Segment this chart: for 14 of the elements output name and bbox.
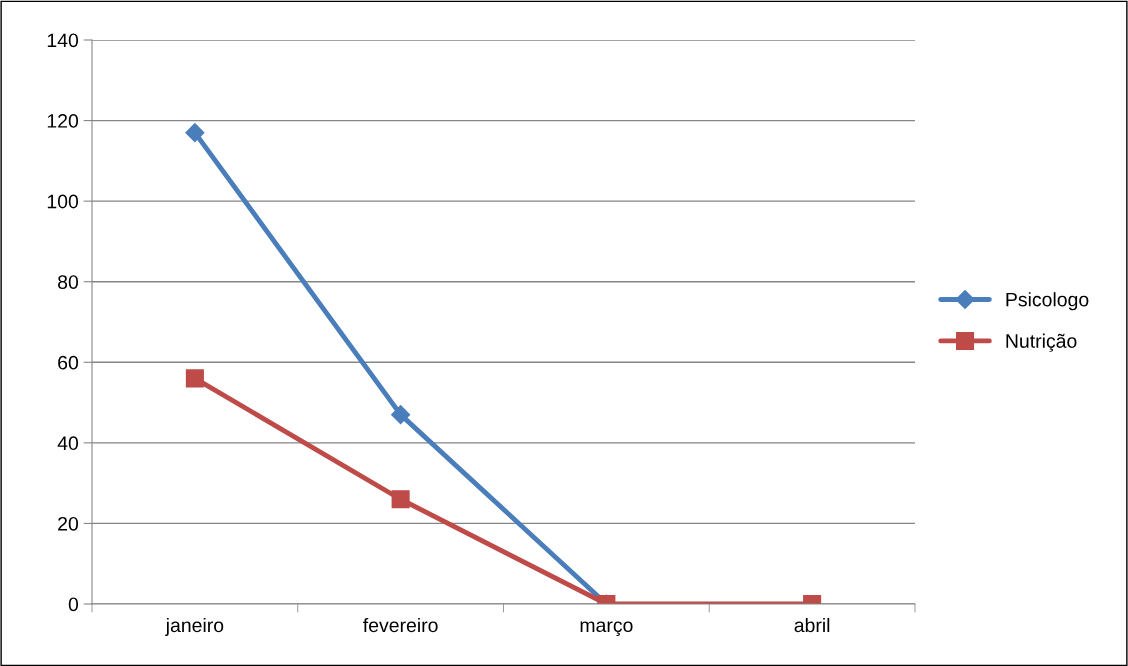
x-tick-label: fevereiro bbox=[363, 617, 438, 633]
y-tick-label: 40 bbox=[57, 436, 79, 451]
y-tick-label: 20 bbox=[58, 516, 79, 531]
y-tick-label: 0 bbox=[68, 597, 79, 612]
y-tick-label: 80 bbox=[58, 275, 79, 289]
x-tick-label: janeiro bbox=[165, 617, 224, 637]
y-tick-label: 60 bbox=[58, 355, 79, 370]
x-tick-label: abril bbox=[794, 617, 830, 633]
y-tick-label: 100 bbox=[47, 194, 79, 209]
y-tick-label: 140 bbox=[47, 33, 79, 48]
legend-label: Nutrição bbox=[1006, 333, 1077, 352]
legend-label: Psicologo bbox=[1006, 292, 1089, 311]
x-tick-label: março bbox=[580, 621, 633, 637]
y-tick-label: 120 bbox=[47, 114, 79, 128]
